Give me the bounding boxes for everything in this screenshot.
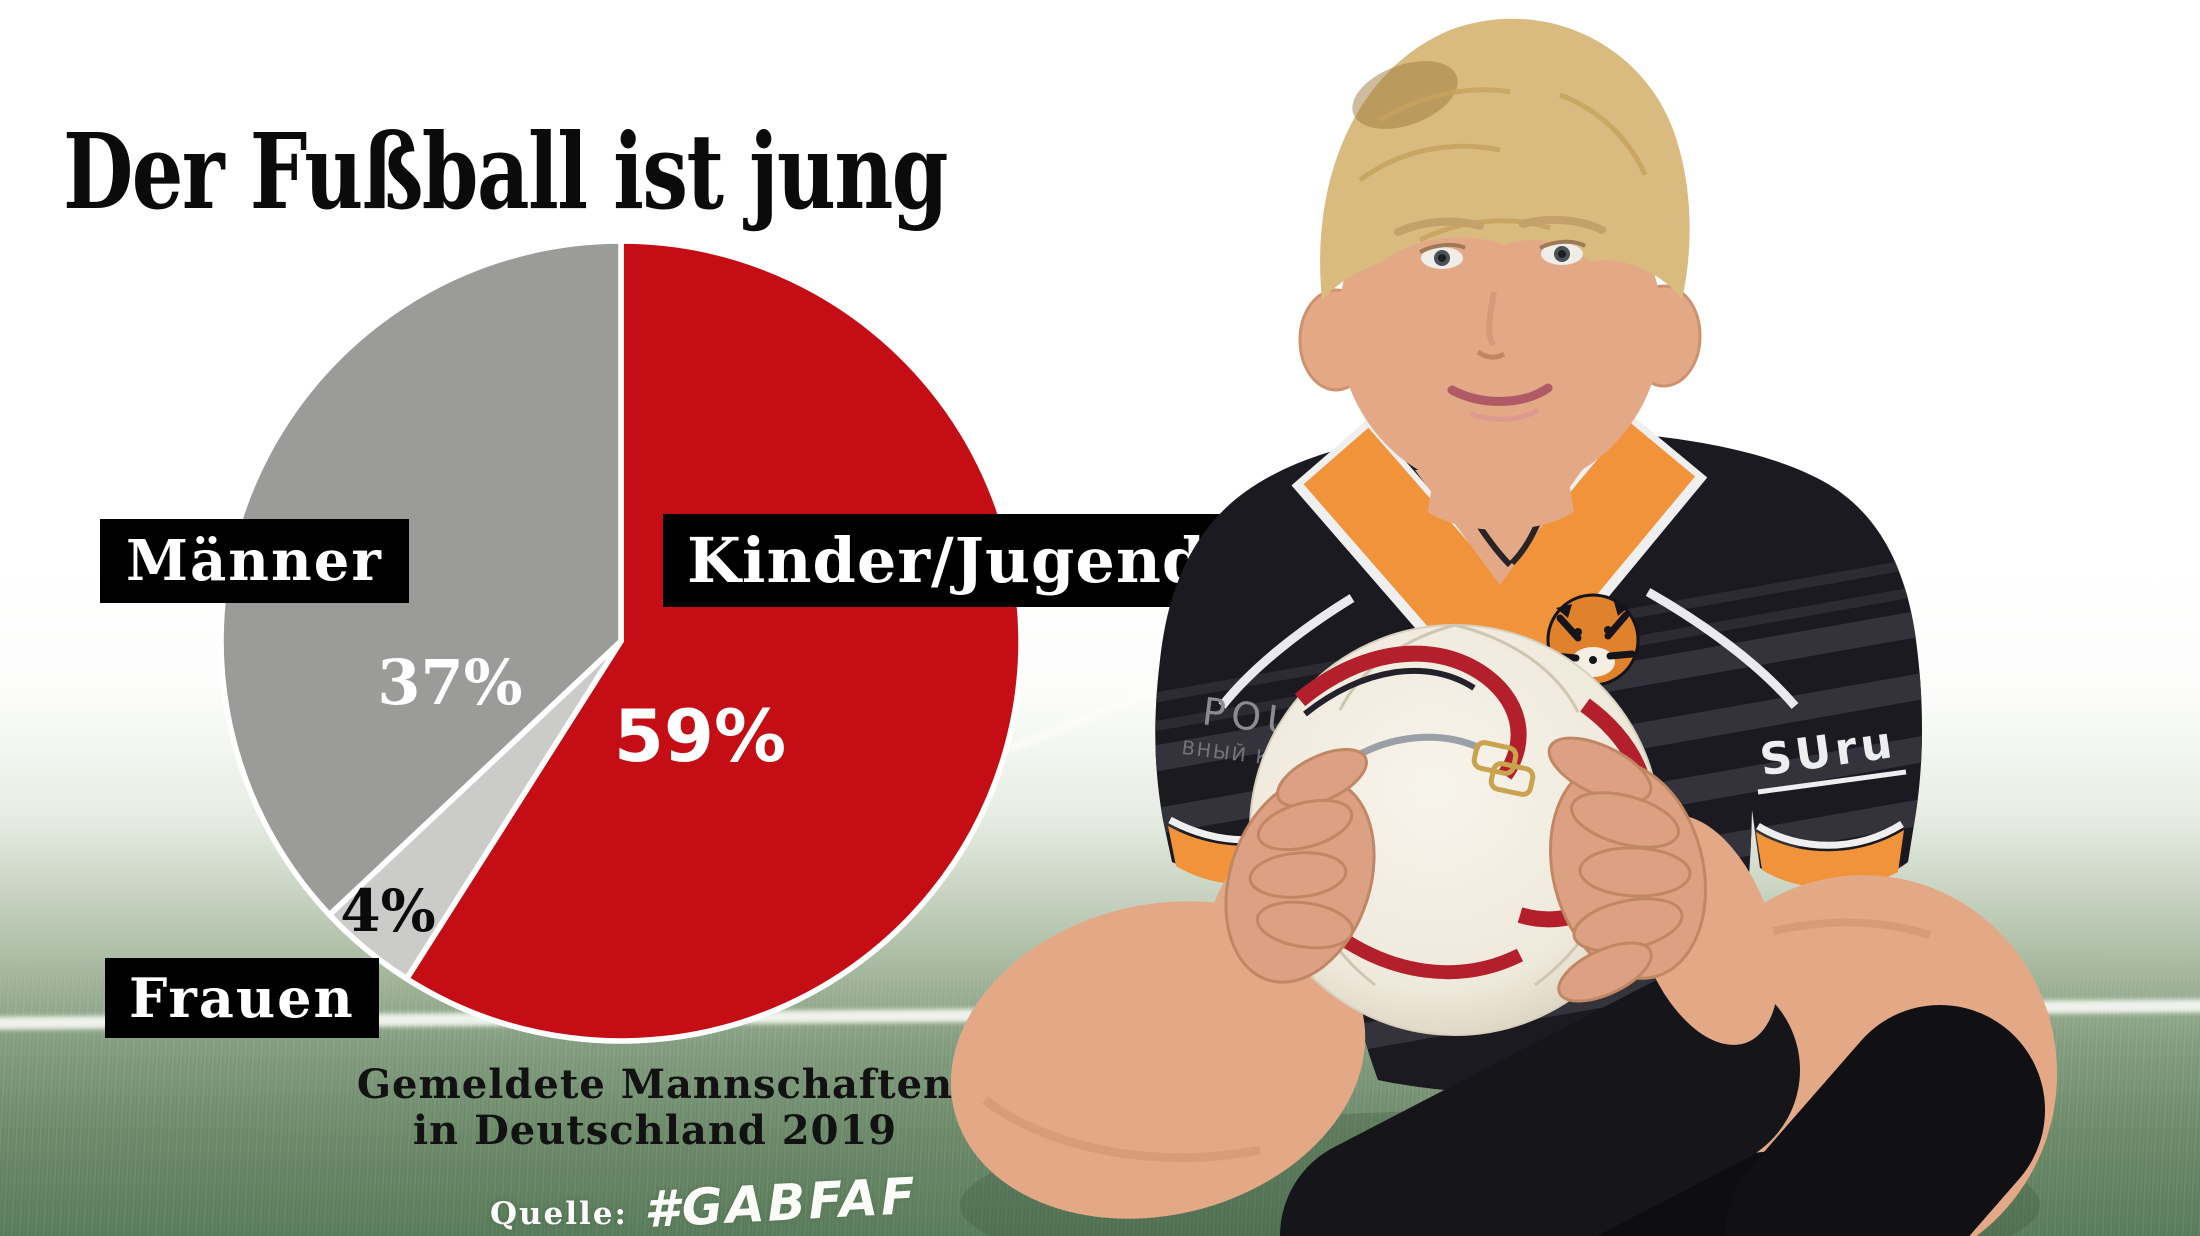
right-sock — [1725, 1005, 2045, 1236]
label-maenner: Männer — [100, 519, 409, 603]
tiger-crest — [1546, 593, 1640, 687]
caption-line-2: in Deutschland 2019 — [412, 1107, 898, 1154]
pie-value-kinder-jugend: 59% — [613, 694, 787, 778]
chart-caption: Gemeldete Mannschaften in Deutschland 20… — [270, 1062, 1040, 1154]
piping-left — [1218, 594, 1355, 709]
label-frauen: Frauen — [105, 958, 379, 1038]
hair-shadow — [1352, 61, 1458, 129]
nostrils — [1476, 349, 1506, 360]
hands — [1224, 736, 1707, 1003]
boy-photo-illustration: SUru POU ВНЫЙ КЛУБ — [950, 18, 2058, 1236]
mouth — [1447, 383, 1553, 406]
cuff-right — [1756, 830, 1904, 889]
sleeve-text-underline — [1757, 769, 1907, 795]
lower-lip — [1469, 407, 1540, 422]
pie-slice-kinder-jugend — [403, 238, 1024, 1044]
ball-logo — [1471, 740, 1536, 797]
pie-slice-m-nner — [218, 238, 624, 918]
left-knee-shade — [982, 1096, 1261, 1163]
caption-line-1: Gemeldete Mannschaften — [356, 1061, 954, 1108]
eyes — [1419, 239, 1587, 269]
pie-chart — [218, 238, 1024, 1044]
source-label: Quelle: — [490, 1196, 628, 1232]
left-sock — [1280, 970, 1800, 1236]
head — [1298, 18, 1702, 530]
pie-value-frauen: 4% — [340, 877, 436, 945]
hair-strands — [1358, 87, 1648, 243]
cuff-line-right — [1756, 821, 1904, 849]
piping-right — [1645, 588, 1799, 709]
source-line: Quelle: #GABFAF — [490, 1167, 919, 1236]
eyebrows — [1394, 215, 1606, 236]
label-kinder-jugend: Kinder/Jugend — [663, 514, 1231, 607]
pie-value-maenner: 37% — [377, 646, 523, 719]
nose — [1486, 291, 1497, 347]
page-title: Der Fußball ist jung — [63, 109, 948, 233]
